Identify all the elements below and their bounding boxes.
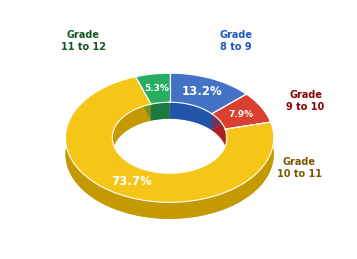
Polygon shape <box>136 73 170 104</box>
Polygon shape <box>170 90 246 130</box>
Polygon shape <box>212 111 271 146</box>
Polygon shape <box>151 102 170 121</box>
Polygon shape <box>170 73 246 114</box>
Polygon shape <box>112 104 227 190</box>
Text: Grade
8 to 9: Grade 8 to 9 <box>219 30 252 52</box>
Polygon shape <box>212 114 225 146</box>
Text: 5.3%: 5.3% <box>144 84 169 93</box>
Polygon shape <box>170 102 212 130</box>
Polygon shape <box>65 93 274 219</box>
Text: 13.2%: 13.2% <box>182 85 222 98</box>
Text: Grade
11 to 12: Grade 11 to 12 <box>61 30 106 52</box>
Text: Grade
9 to 10: Grade 9 to 10 <box>286 90 325 112</box>
Polygon shape <box>65 77 274 219</box>
Polygon shape <box>136 90 170 121</box>
Text: Grade
10 to 11: Grade 10 to 11 <box>277 157 322 179</box>
Text: 7.9%: 7.9% <box>228 110 253 119</box>
Text: 73.7%: 73.7% <box>111 175 152 188</box>
Polygon shape <box>65 77 274 202</box>
Polygon shape <box>212 94 271 129</box>
